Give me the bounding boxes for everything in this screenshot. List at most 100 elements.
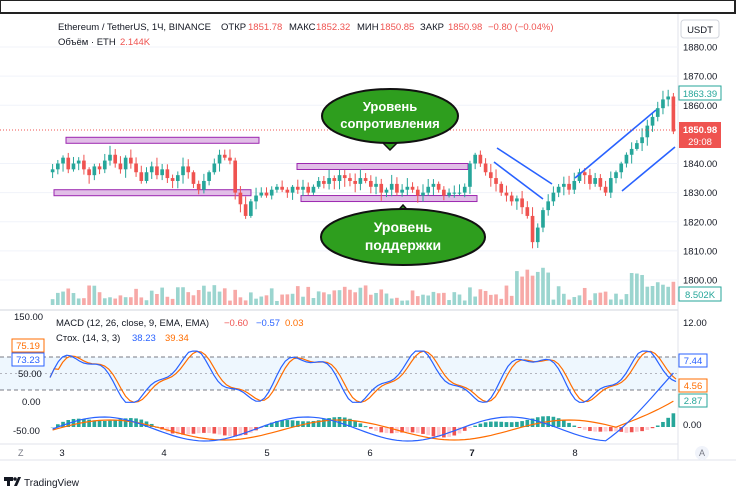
volume-bar: [384, 293, 389, 305]
candle-body: [525, 207, 530, 216]
macd-histogram-bar: [123, 418, 128, 427]
macd-histogram-bar: [113, 419, 118, 427]
macd-label: MACD (12, 26, close, 9, EMA, EMA): [56, 318, 209, 329]
candle-body: [635, 143, 639, 149]
candle-body: [243, 204, 248, 216]
trend-line-down-lower: [493, 161, 544, 200]
volume-bar: [452, 292, 457, 305]
macd-histogram-bar: [619, 427, 624, 432]
volume-bar: [87, 285, 91, 305]
candle-body: [134, 163, 138, 173]
candle-body: [629, 148, 634, 155]
macd-histogram-bar: [275, 421, 279, 427]
volume-bar: [342, 286, 347, 305]
macd-histogram-bar: [264, 424, 269, 427]
macd-histogram-bar: [436, 427, 441, 438]
open-label: ОТКР: [221, 22, 246, 33]
candle-body: [342, 175, 347, 179]
candle-body: [494, 178, 498, 184]
right-scale-12: 12.00: [683, 318, 707, 329]
macd-histogram-bar: [379, 427, 384, 433]
candle-body: [598, 178, 603, 187]
price-scale-label: 1820.00: [683, 217, 717, 228]
left-scale-50: 50.00: [18, 369, 42, 380]
currency-button-label: USDT: [687, 25, 713, 36]
volume-bar: [327, 294, 331, 305]
volume-bar: [546, 272, 551, 305]
candle-body: [572, 180, 577, 190]
macd-histogram-bar: [55, 424, 60, 427]
volume-bar: [525, 269, 530, 305]
volume-bar: [322, 292, 326, 305]
macd-histogram-bar: [410, 427, 415, 433]
macd-histogram-bar: [462, 427, 467, 431]
macd-histogram-bar: [562, 420, 566, 427]
volume-bar: [61, 291, 65, 305]
volume-bar: [191, 295, 196, 305]
volume-bar: [238, 297, 243, 305]
volume-bar: [483, 290, 488, 305]
candle-body: [113, 154, 118, 164]
candle-body: [311, 186, 316, 193]
candle-body: [389, 183, 394, 190]
volume-bar: [316, 291, 321, 305]
candle-body: [603, 186, 608, 193]
candle-body: [175, 175, 180, 181]
candle-body: [149, 166, 154, 173]
candle-body: [541, 210, 545, 228]
macd-histogram-bar: [582, 427, 587, 430]
volume-bar: [588, 300, 592, 305]
volume-bar: [415, 296, 420, 305]
support-callout: Уровень поддержки: [320, 203, 486, 266]
volume-bar: [515, 271, 519, 305]
macd-histogram-bar: [337, 416, 342, 427]
macd-histogram-bar: [202, 427, 206, 433]
volume-bar: [535, 271, 540, 305]
volume-bar: [165, 296, 170, 305]
candle-body: [614, 172, 618, 179]
volume-bar: [269, 288, 274, 305]
volume-bar: [405, 300, 410, 305]
macd-histogram-bar: [186, 427, 191, 435]
price-scale-label: 1840.00: [683, 159, 717, 170]
candle-body: [473, 154, 477, 164]
resistance-zone-mid: [296, 163, 469, 170]
macd-histogram-bar: [483, 422, 488, 427]
stoch-k-tag: [11, 352, 45, 367]
auto-scale-button-bg[interactable]: [695, 446, 709, 460]
volume-bar: [421, 294, 425, 305]
top-frame: [0, 0, 736, 14]
currency-button[interactable]: [680, 19, 720, 39]
price-scale-label: 1860.00: [683, 101, 717, 112]
volume-bar: [666, 286, 671, 305]
volume-bar: [567, 299, 571, 305]
macd-histogram-bar: [588, 427, 592, 432]
candle-body: [436, 183, 441, 190]
macd-histogram-bar: [405, 427, 410, 433]
stoch-d-line: [49, 350, 677, 403]
macd-histogram-bar: [368, 427, 373, 429]
macd-histogram-bar: [614, 427, 618, 432]
macd-histogram-bar: [509, 422, 514, 427]
countdown-text: 29:08: [688, 137, 712, 148]
volume-bar: [175, 287, 180, 305]
volume-bar: [139, 297, 144, 305]
high-value: 1852.32: [316, 22, 350, 33]
volume-bar: [280, 294, 284, 305]
volume-bar: [149, 290, 154, 305]
volume-bar: [389, 298, 394, 305]
candle-body: [666, 96, 671, 100]
auto-scale-button[interactable]: A: [699, 448, 705, 458]
candle-body: [259, 192, 264, 196]
candle-body: [379, 183, 384, 193]
candles: [50, 89, 676, 249]
candle-body: [97, 166, 102, 170]
high-label: МАКС: [289, 22, 316, 33]
zoom-button[interactable]: Z: [18, 448, 24, 458]
volume-bar: [603, 291, 608, 305]
tradingview-logo[interactable]: TradingView: [4, 477, 80, 489]
macd-histogram-bar: [196, 427, 201, 434]
volume-bar: [462, 300, 467, 305]
macd-histogram-bar: [635, 427, 639, 432]
